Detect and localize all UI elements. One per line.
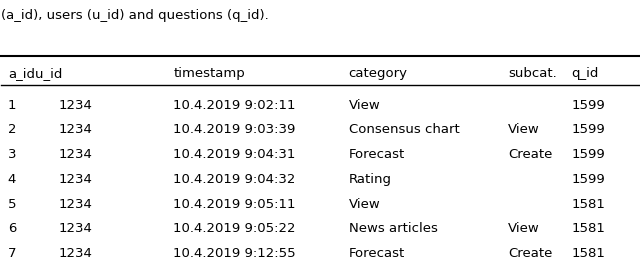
Text: 1234: 1234 bbox=[59, 148, 93, 161]
Text: timestamp: timestamp bbox=[173, 67, 245, 80]
Text: 10.4.2019 9:12:55: 10.4.2019 9:12:55 bbox=[173, 247, 296, 260]
Text: 10.4.2019 9:02:11: 10.4.2019 9:02:11 bbox=[173, 98, 296, 112]
Text: 1234: 1234 bbox=[59, 123, 93, 136]
Text: Create: Create bbox=[508, 247, 552, 260]
Text: 1581: 1581 bbox=[572, 222, 605, 235]
Text: 1599: 1599 bbox=[572, 98, 605, 112]
Text: Create: Create bbox=[508, 148, 552, 161]
Text: Forecast: Forecast bbox=[349, 148, 405, 161]
Text: 1234: 1234 bbox=[59, 247, 93, 260]
Text: View: View bbox=[508, 222, 540, 235]
Text: 1599: 1599 bbox=[572, 148, 605, 161]
Text: 3: 3 bbox=[8, 148, 16, 161]
Text: 6: 6 bbox=[8, 222, 16, 235]
Text: 1581: 1581 bbox=[572, 247, 605, 260]
Text: category: category bbox=[349, 67, 408, 80]
Text: 10.4.2019 9:04:32: 10.4.2019 9:04:32 bbox=[173, 173, 296, 186]
Text: Forecast: Forecast bbox=[349, 247, 405, 260]
Text: subcat.: subcat. bbox=[508, 67, 557, 80]
Text: 2: 2 bbox=[8, 123, 16, 136]
Text: 1234: 1234 bbox=[59, 198, 93, 211]
Text: (a_id), users (u_id) and questions (q_id).: (a_id), users (u_id) and questions (q_id… bbox=[1, 9, 269, 22]
Text: View: View bbox=[349, 98, 380, 112]
Text: 1234: 1234 bbox=[59, 173, 93, 186]
Text: 10.4.2019 9:04:31: 10.4.2019 9:04:31 bbox=[173, 148, 296, 161]
Text: a_idu_id: a_idu_id bbox=[8, 67, 62, 80]
Text: 1234: 1234 bbox=[59, 222, 93, 235]
Text: 4: 4 bbox=[8, 173, 16, 186]
Text: News articles: News articles bbox=[349, 222, 438, 235]
Text: 1599: 1599 bbox=[572, 123, 605, 136]
Text: q_id: q_id bbox=[572, 67, 599, 80]
Text: Rating: Rating bbox=[349, 173, 392, 186]
Text: 10.4.2019 9:05:11: 10.4.2019 9:05:11 bbox=[173, 198, 296, 211]
Text: Consensus chart: Consensus chart bbox=[349, 123, 460, 136]
Text: 1: 1 bbox=[8, 98, 16, 112]
Text: 1599: 1599 bbox=[572, 173, 605, 186]
Text: 1581: 1581 bbox=[572, 198, 605, 211]
Text: 7: 7 bbox=[8, 247, 16, 260]
Text: 10.4.2019 9:05:22: 10.4.2019 9:05:22 bbox=[173, 222, 296, 235]
Text: View: View bbox=[508, 123, 540, 136]
Text: 5: 5 bbox=[8, 198, 16, 211]
Text: View: View bbox=[349, 198, 380, 211]
Text: 1234: 1234 bbox=[59, 98, 93, 112]
Text: 10.4.2019 9:03:39: 10.4.2019 9:03:39 bbox=[173, 123, 296, 136]
